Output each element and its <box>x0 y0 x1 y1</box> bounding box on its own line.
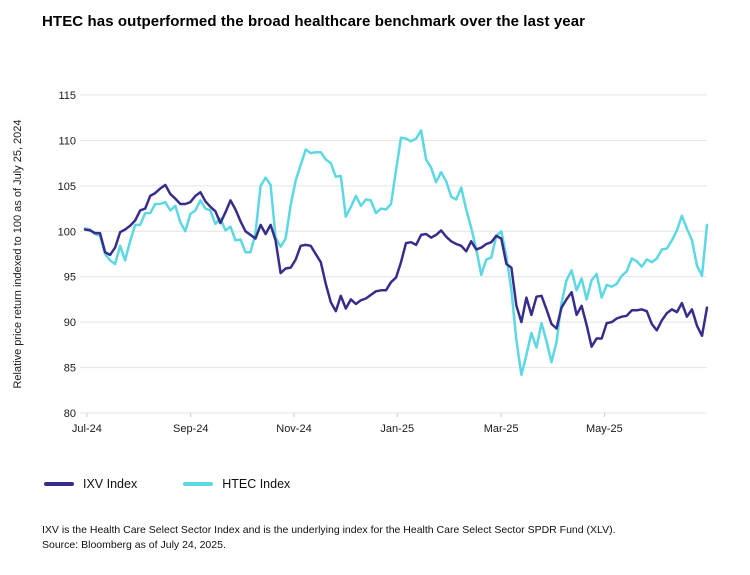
legend-label-htec: HTEC Index <box>222 477 291 491</box>
chart-title: HTEC has outperformed the broad healthca… <box>42 13 586 30</box>
svg-text:Jan-25: Jan-25 <box>380 423 414 435</box>
legend: IXV Index HTEC Index <box>44 477 290 491</box>
svg-text:Sep-24: Sep-24 <box>173 423 208 435</box>
chart-area: 80 85 90 95 100 105 110 115 Jul-24 Sep-24 Nov-24 Ja… <box>12 90 709 435</box>
svg-text:Jul-24: Jul-24 <box>72 423 102 435</box>
y-axis-title: Relative price return indexed to 100 as … <box>12 119 24 389</box>
htec-line-swatch <box>183 482 214 486</box>
svg-text:Nov-24: Nov-24 <box>276 423 311 435</box>
legend-item-htec: HTEC Index <box>183 477 290 491</box>
footnote-line-2: Source: Bloomberg as of July 24, 2025. <box>42 539 226 551</box>
footnote: IXV is the Health Care Select Sector Ind… <box>42 523 732 553</box>
svg-text:110: 110 <box>58 135 76 147</box>
legend-item-ixv: IXV Index <box>44 477 137 491</box>
ixv-line-swatch <box>44 482 74 486</box>
legend-label-ixv: IXV Index <box>83 477 138 491</box>
svg-text:95: 95 <box>64 272 76 284</box>
svg-text:115: 115 <box>58 90 76 102</box>
svg-text:100: 100 <box>58 226 76 238</box>
svg-text:90: 90 <box>64 317 76 329</box>
svg-text:May-25: May-25 <box>586 423 623 435</box>
svg-text:80: 80 <box>64 408 76 420</box>
footnote-line-1: IXV is the Health Care Select Sector Ind… <box>42 524 616 536</box>
svg-text:85: 85 <box>64 363 76 375</box>
svg-text:Mar-25: Mar-25 <box>484 423 519 435</box>
svg-text:105: 105 <box>58 181 76 193</box>
line-chart-canvas: 80 85 90 95 100 105 110 115 Jul-24 Sep-24 Nov-24 Ja… <box>58 90 709 435</box>
